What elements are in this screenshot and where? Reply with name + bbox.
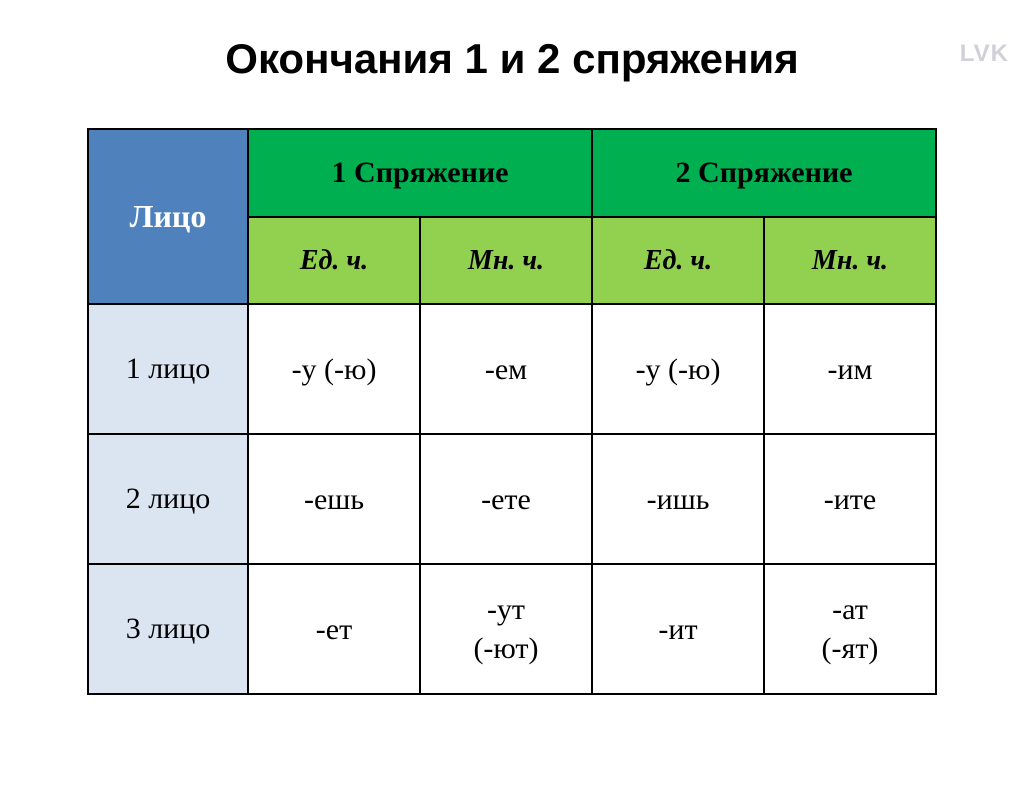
conjugation-table: Лицо 1 Спряжение 2 Спряжение Ед. ч. Мн. … xyxy=(87,128,937,695)
cell-r3-c1sg: -ет xyxy=(248,564,420,694)
cell-r2-c1sg: -ешь xyxy=(248,434,420,564)
cell-r2-c1pl: -ете xyxy=(420,434,592,564)
row-label-3: 3 лицо xyxy=(88,564,248,694)
cell-r2-c2sg: -ишь xyxy=(592,434,764,564)
cell-r2-c2pl: -ите xyxy=(764,434,936,564)
cell-r1-c2sg: -у (-ю) xyxy=(592,304,764,434)
table-row: 2 лицо -ешь -ете -ишь -ите xyxy=(88,434,936,564)
cell-r3-c1pl: -ут(-ют) xyxy=(420,564,592,694)
watermark: LVK xyxy=(960,40,1009,68)
header-c1-sg: Ед. ч. xyxy=(248,217,420,304)
header-person: Лицо xyxy=(88,129,248,304)
header-c1-pl: Мн. ч. xyxy=(420,217,592,304)
table-row: 3 лицо -ет -ут(-ют) -ит -ат(-ят) xyxy=(88,564,936,694)
header-conj-2: 2 Спряжение xyxy=(592,129,936,217)
header-c2-pl: Мн. ч. xyxy=(764,217,936,304)
cell-r1-c1pl: -ем xyxy=(420,304,592,434)
row-label-2: 2 лицо xyxy=(88,434,248,564)
cell-r1-c2pl: -им xyxy=(764,304,936,434)
cell-r3-c2pl: -ат(-ят) xyxy=(764,564,936,694)
table-row: 1 лицо -у (-ю) -ем -у (-ю) -им xyxy=(88,304,936,434)
row-label-1: 1 лицо xyxy=(88,304,248,434)
header-conj-1: 1 Спряжение xyxy=(248,129,592,217)
table-container: Лицо 1 Спряжение 2 Спряжение Ед. ч. Мн. … xyxy=(0,128,1024,695)
header-row-1: Лицо 1 Спряжение 2 Спряжение xyxy=(88,129,936,217)
header-c2-sg: Ед. ч. xyxy=(592,217,764,304)
cell-r1-c1sg: -у (-ю) xyxy=(248,304,420,434)
page-title: Окончания 1 и 2 спряжения xyxy=(0,35,1024,83)
cell-r3-c2sg: -ит xyxy=(592,564,764,694)
